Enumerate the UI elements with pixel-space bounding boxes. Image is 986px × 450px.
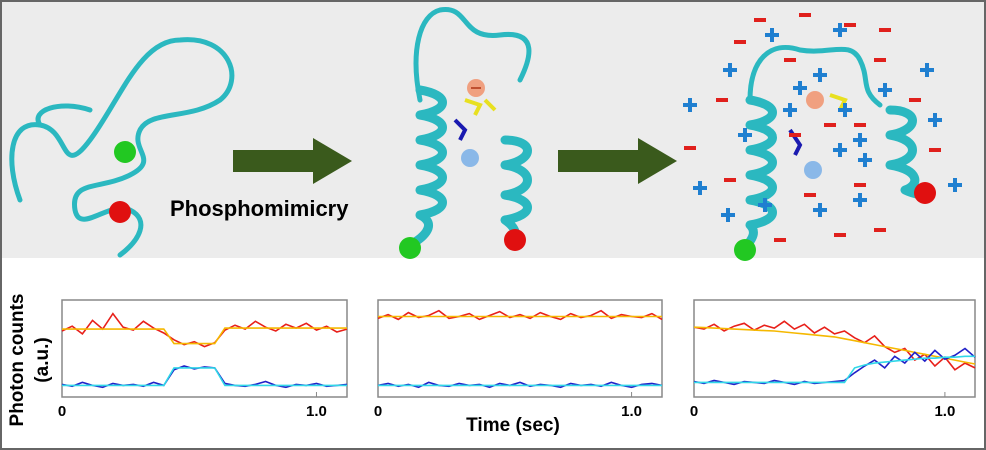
ions [683,13,962,242]
series-line [694,355,975,384]
plus-icon [738,128,752,142]
arrow [233,138,352,184]
ion-protein [734,45,936,261]
x-tick-label: 1.0 [621,403,642,420]
series-line [377,381,663,389]
series-line [62,367,347,387]
x-tick-label: 0 [58,403,66,420]
folded-protein [399,7,532,259]
x-tick-label: 0 [690,403,698,420]
series-line [693,326,976,365]
plus-icon [920,63,934,77]
x-axis-label: Time (sec) [466,415,560,436]
plot-frame [61,299,348,398]
series-line [61,312,348,348]
plus-icon [793,81,807,95]
plus-icon [683,98,697,112]
plus-icon [723,63,737,77]
plus-icon [693,181,707,195]
plus-icon [783,103,797,117]
plus-icon [833,23,847,37]
illustration-panel [2,2,984,258]
plus-icon [853,133,867,147]
plus-icon [721,208,735,222]
y-axis-unit: (a.u.) [32,337,53,382]
plus-icon [948,178,962,192]
x-tick-label: 1.0 [934,403,955,420]
series-line [62,327,347,345]
plus-icon [833,143,847,157]
x-tick-label: 0 [374,403,382,420]
plus-icon [858,153,872,167]
plus-icon [838,103,852,117]
plus-icon [813,203,827,217]
y-axis-label: Photon counts [7,294,28,427]
plus-icon [758,198,772,212]
plus-icon [765,28,779,42]
plus-icon [928,113,942,127]
process-label: Phosphomimicry [170,196,349,221]
x-tick-label: 1.0 [306,403,327,420]
plus-icon [853,193,867,207]
unfolded-protein [9,37,235,258]
plus-icon [813,68,827,82]
arrow [558,138,677,184]
plus-icon [878,83,892,97]
